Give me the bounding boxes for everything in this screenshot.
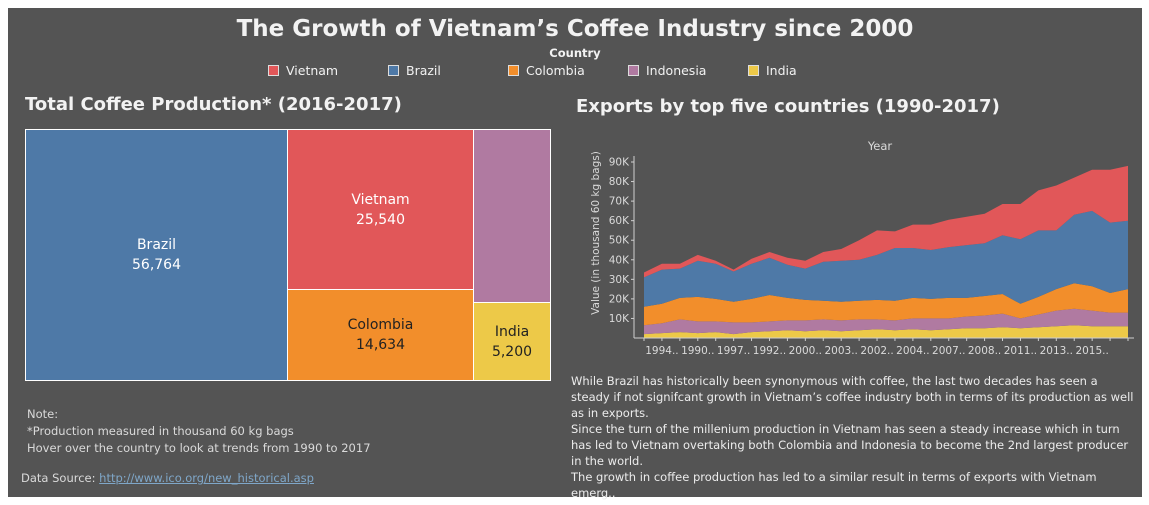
tile-value: 14,634 bbox=[356, 337, 405, 353]
x-tick-label: 1990.. bbox=[681, 345, 714, 357]
legend-item-brazil[interactable]: Brazil bbox=[388, 63, 441, 78]
y-tick-label: 70K bbox=[609, 196, 630, 208]
legend-label: Vietnam bbox=[286, 63, 339, 78]
area-series-group bbox=[644, 165, 1128, 338]
legend-swatch bbox=[388, 65, 399, 76]
dashboard: The Growth of Vietnam’s Coffee Industry … bbox=[8, 8, 1142, 500]
note-heading: Note: bbox=[27, 407, 59, 421]
x-axis: 1994.. 1990.. 1997.. 1992.. 2000.. 2003.. 2002… bbox=[634, 337, 1134, 357]
y-tick-label: 80K bbox=[609, 176, 630, 188]
x-tick-label: 2008.. bbox=[968, 345, 1001, 357]
source-link[interactable]: http://www.ico.org/new_historical.asp bbox=[99, 471, 314, 485]
x-tick-label: 1997.. bbox=[717, 345, 750, 357]
area-series-india[interactable] bbox=[644, 325, 1128, 338]
x-tick-label: 2003.. bbox=[824, 345, 857, 357]
description-paragraph: The growth in coffee production has led … bbox=[571, 470, 1097, 500]
note-line: *Production measured in thousand 60 kg b… bbox=[27, 424, 294, 438]
legend-label: Brazil bbox=[406, 63, 441, 78]
legend-item-indonesia[interactable]: Indonesia bbox=[628, 63, 706, 78]
y-tick-label: 20K bbox=[609, 293, 630, 305]
y-tick-label: 40K bbox=[609, 254, 630, 266]
data-source: Data Source: http://www.ico.org/new_hist… bbox=[21, 471, 314, 485]
legend-label: Colombia bbox=[526, 63, 585, 78]
x-axis-title: Year bbox=[867, 139, 893, 153]
x-tick-label: 2004.. bbox=[896, 345, 929, 357]
source-label: Data Source: bbox=[21, 471, 96, 485]
x-tick-label: 1994.. bbox=[645, 345, 678, 357]
description-paragraph: While Brazil has historically been synon… bbox=[571, 374, 1134, 420]
treemap-tile-india[interactable]: India 5,200 bbox=[473, 302, 551, 381]
y-tick-label: 30K bbox=[609, 274, 630, 286]
tile-value: 56,764 bbox=[132, 257, 181, 273]
tile-value: 5,200 bbox=[491, 343, 533, 360]
x-tick-label: 2007.. bbox=[932, 345, 965, 357]
treemap-tile-vietnam[interactable]: Vietnam 25,540 bbox=[287, 129, 474, 290]
y-axis: 10K 20K 30K 40K 50K 60K 70K 80K 90K bbox=[609, 156, 635, 338]
tile-label: Colombia bbox=[347, 317, 414, 333]
x-tick-label: 2015.. bbox=[1075, 345, 1108, 357]
production-treemap: Brazil 56,764 Vietnam 25,540 Colombia 14… bbox=[25, 129, 551, 381]
area-chart-title: Exports by top five countries (1990-2017… bbox=[576, 96, 1000, 117]
tile-label: India bbox=[494, 323, 530, 340]
y-tick-label: 50K bbox=[609, 235, 630, 247]
treemap-tile-colombia[interactable]: Colombia 14,634 bbox=[287, 289, 474, 381]
legend-swatch bbox=[628, 65, 639, 76]
note: Note: *Production measured in thousand 6… bbox=[27, 406, 371, 457]
treemap-tile-brazil[interactable]: Brazil 56,764 bbox=[25, 129, 288, 381]
legend-item-colombia[interactable]: Colombia bbox=[508, 63, 585, 78]
x-tick-label: 2013.. bbox=[1040, 345, 1073, 357]
area-series-vietnam[interactable] bbox=[644, 165, 1128, 278]
description-paragraph: Since the turn of the millenium producti… bbox=[571, 422, 1129, 468]
x-tick-label: 2002.. bbox=[860, 345, 893, 357]
area-series-brazil[interactable] bbox=[644, 210, 1128, 307]
exports-area-chart: Year Value (in thousand 60 kg bags) 10K 2… bbox=[590, 139, 1134, 357]
legend-item-india[interactable]: India bbox=[748, 63, 797, 78]
description: While Brazil has historically been synon… bbox=[571, 373, 1137, 501]
tile-label: Vietnam bbox=[351, 191, 410, 208]
legend-item-vietnam[interactable]: Vietnam bbox=[268, 63, 338, 78]
y-axis-title: Value (in thousand 60 kg bags) bbox=[590, 151, 602, 315]
note-line: Hover over the country to look at trends… bbox=[27, 441, 371, 455]
legend-label: Indonesia bbox=[646, 63, 707, 78]
legend-swatch bbox=[268, 65, 279, 76]
treemap-title: Total Coffee Production* (2016-2017) bbox=[25, 94, 402, 115]
x-tick-label: 2000.. bbox=[789, 345, 822, 357]
legend-title: Country bbox=[549, 46, 601, 60]
y-tick-label: 90K bbox=[609, 157, 630, 169]
legend-swatch bbox=[508, 65, 519, 76]
area-series-colombia[interactable] bbox=[644, 283, 1128, 326]
y-tick-label: 10K bbox=[609, 313, 630, 325]
dashboard-title: The Growth of Vietnam’s Coffee Industry … bbox=[236, 16, 914, 42]
legend-label: India bbox=[766, 63, 797, 78]
legend-swatch bbox=[748, 65, 759, 76]
y-tick-label: 60K bbox=[609, 215, 630, 227]
legend: Vietnam Brazil Colombia Indonesia India bbox=[8, 63, 1142, 81]
x-tick-label: 1992.. bbox=[753, 345, 786, 357]
tile-label: Brazil bbox=[136, 237, 177, 253]
x-tick-label: 2011.. bbox=[1004, 345, 1037, 357]
treemap-tile-indonesia[interactable] bbox=[473, 129, 551, 303]
tile-value: 25,540 bbox=[356, 211, 405, 228]
area-series-indonesia[interactable] bbox=[644, 308, 1128, 335]
